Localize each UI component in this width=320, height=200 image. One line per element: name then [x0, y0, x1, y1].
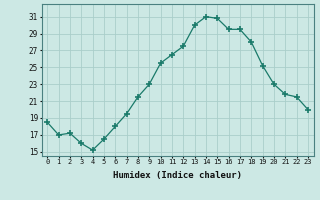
- X-axis label: Humidex (Indice chaleur): Humidex (Indice chaleur): [113, 171, 242, 180]
